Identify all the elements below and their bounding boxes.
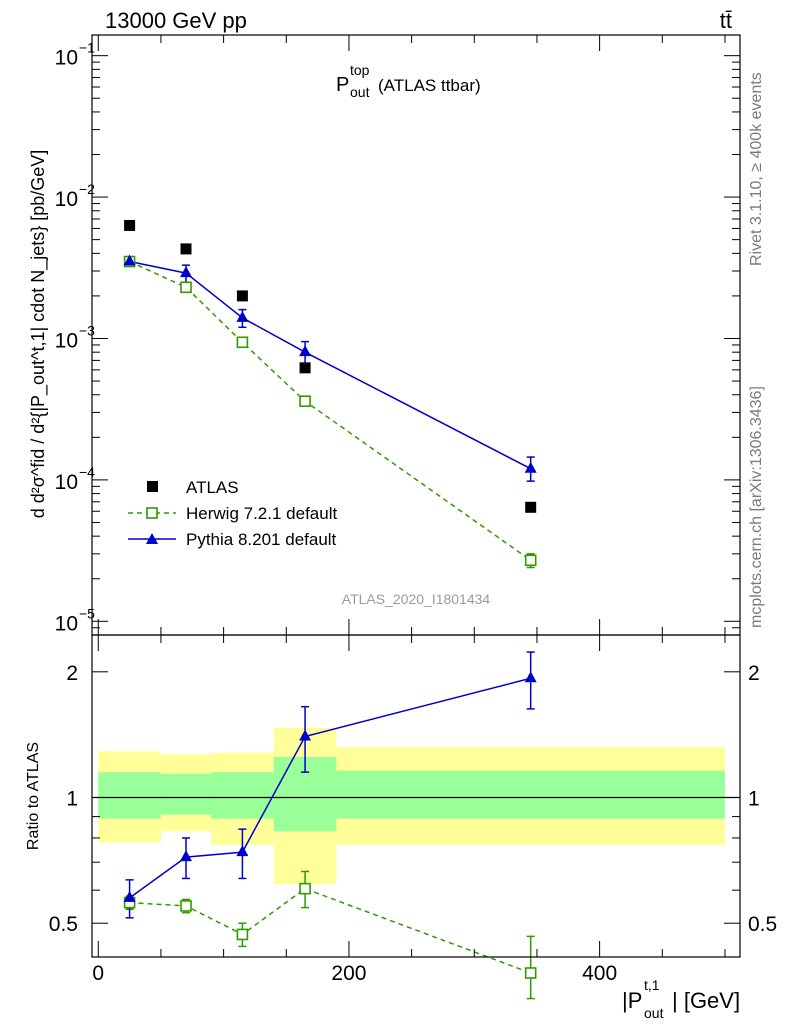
title-suffix: (ATLAS ttbar)	[378, 76, 481, 95]
atlas-point	[124, 219, 136, 231]
main-ytick-label: 10 −4	[55, 464, 96, 494]
legend: ATLAS Herwig 7.2.1 default Pythia 8.201 …	[128, 478, 337, 549]
pythia-point	[180, 266, 193, 278]
legend-label-herwig: Herwig 7.2.1 default	[186, 504, 337, 523]
ratio-ytick-label-left: 1	[66, 788, 78, 811]
main-ytick-label: 10 −1	[55, 40, 96, 70]
atlas-point	[525, 501, 537, 513]
title-sub: out	[350, 84, 370, 100]
ratio-herwig-point	[236, 928, 249, 941]
ratio-band-inner	[211, 772, 274, 819]
ratio-xtick-label: 200	[331, 962, 366, 985]
main-panel: 10−510−410−310−210−1 P top out (ATLAS tt…	[28, 34, 741, 636]
ratio-herwig-point	[180, 900, 192, 912]
ratio-xtick-label: 0	[92, 962, 104, 985]
legend-label-atlas: ATLAS	[186, 478, 239, 497]
ratio-frame	[91, 634, 741, 958]
process-label: tt̄	[720, 8, 732, 33]
legend-label-pythia: Pythia 8.201 default	[186, 530, 337, 549]
main-ytick-label: 10 −3	[55, 322, 96, 352]
ratio-pythia-point	[524, 671, 537, 683]
main-plot-content	[123, 219, 537, 569]
main-ytick-label: 10 −5	[55, 605, 96, 635]
main-ytick-base: 10	[55, 471, 78, 494]
plot-title: P top out (ATLAS ttbar)	[336, 62, 481, 100]
title-main: P	[336, 74, 349, 96]
ratio-ylabel: Ratio to ATLAS	[25, 742, 42, 850]
ratio-herwig-point	[524, 967, 537, 979]
legend-marker-herwig	[146, 507, 158, 519]
xlabel-sup: t,1	[644, 977, 660, 993]
main-ytick-base: 10	[55, 47, 78, 70]
main-ytick-exp: −4	[79, 464, 95, 480]
rivet-label: Rivet 3.1.10, ≥ 400k events	[748, 72, 765, 266]
ratio-herwig-point	[299, 882, 311, 895]
main-ytick-exp: −2	[79, 181, 95, 197]
legend-item-herwig: Herwig 7.2.1 default	[128, 504, 337, 523]
ratio-pythia-point	[236, 845, 249, 857]
pythia-point	[299, 345, 312, 357]
main-ytick-exp: −1	[79, 40, 95, 56]
xlabel-main: |P	[622, 988, 642, 1013]
ratio-plot-content	[92, 651, 740, 1000]
atlas-point	[180, 243, 192, 255]
main-ytick-exp: −5	[79, 605, 95, 621]
pythia-point	[524, 461, 537, 473]
ratio-band-inner	[98, 772, 161, 819]
mcplots-label: mcplots.cern.ch [arXiv:1306.3436]	[748, 386, 765, 628]
ratio-panel: 0.5 0.5 1 1 2 2 0 200 400 Ratio to ATLAS |P t,1 …	[25, 634, 777, 1021]
legend-item-atlas: ATLAS	[147, 478, 239, 497]
xlabel-suffix: | [GeV]	[672, 988, 740, 1013]
main-ytick-exp: −3	[79, 322, 95, 338]
herwig-point	[236, 336, 249, 349]
ratio-pythia-point	[123, 890, 136, 902]
ratio-ytick-label-right: 1	[748, 788, 760, 811]
atlas-point	[299, 362, 311, 374]
main-ytick-label: 10 −2	[55, 181, 96, 211]
herwig-line	[129, 260, 532, 561]
ratio-ytick-label-left: 2	[66, 662, 78, 685]
atlas-point	[236, 290, 248, 302]
ratio-pythia-point	[299, 729, 312, 741]
ratio-pythia-point	[180, 850, 193, 862]
main-ytick-base: 10	[55, 188, 78, 211]
ratio-ytick-label-right: 0.5	[748, 913, 777, 936]
ratio-ytick-label-right: 2	[748, 662, 760, 685]
ratio-band-inner	[336, 770, 725, 819]
legend-marker-pythia	[146, 533, 158, 544]
x-axis-label: |P t,1 out | [GeV]	[622, 977, 740, 1021]
main-ytick-base: 10	[55, 329, 78, 352]
ratio-xtick-label: 400	[582, 962, 617, 985]
pythia-point	[236, 310, 249, 322]
legend-marker-atlas	[147, 481, 158, 492]
herwig-point	[524, 554, 537, 567]
ratio-ticks: 0.5 0.5 1 1 2 2 0 200 400	[49, 635, 777, 985]
ratio-ytick-label-left: 0.5	[49, 913, 78, 936]
main-ytick-base: 10	[55, 612, 78, 635]
pythia-point	[123, 254, 136, 266]
main-ticks: 10−510−410−310−210−1	[55, 35, 740, 636]
title-sup: top	[350, 62, 370, 78]
energy-label: 13000 GeV pp	[105, 8, 247, 33]
legend-item-pythia: Pythia 8.201 default	[128, 530, 337, 549]
analysis-watermark: ATLAS_2020_I1801434	[342, 591, 491, 607]
main-ylabel: d d²σ^fid / d²{|P_out^t,1| cdot N_jets} …	[28, 150, 49, 519]
herwig-point	[180, 281, 192, 294]
ratio-band-inner	[160, 773, 212, 815]
xlabel-sub: out	[644, 1005, 664, 1021]
herwig-point	[299, 395, 311, 408]
